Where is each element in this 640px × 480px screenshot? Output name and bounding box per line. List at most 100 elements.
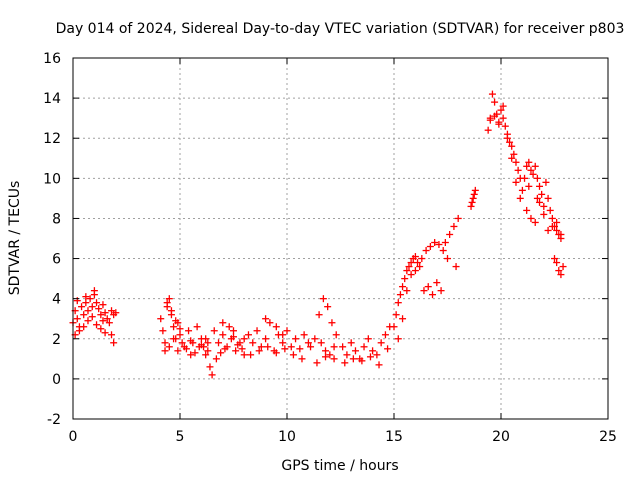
- data-point: [523, 206, 531, 214]
- data-point: [80, 323, 88, 331]
- data-point: [497, 106, 505, 114]
- data-point: [300, 331, 308, 339]
- data-point: [407, 271, 415, 279]
- data-point: [349, 355, 357, 363]
- data-point: [212, 355, 220, 363]
- data-point: [202, 351, 210, 359]
- data-point: [491, 112, 499, 120]
- data-point: [529, 170, 537, 178]
- data-point: [411, 253, 419, 261]
- data-point: [330, 343, 338, 351]
- data-point: [279, 339, 287, 347]
- data-point: [103, 315, 111, 323]
- data-point: [486, 116, 494, 124]
- data-point: [533, 194, 541, 202]
- data-point: [187, 337, 195, 345]
- data-point: [88, 313, 96, 321]
- data-point: [467, 202, 475, 210]
- data-point: [420, 287, 428, 295]
- data-point: [551, 255, 558, 263]
- data-point: [112, 309, 120, 317]
- data-point: [159, 327, 167, 335]
- y-tick-label: 16: [43, 51, 61, 67]
- data-point: [317, 339, 325, 347]
- data-point: [172, 317, 180, 325]
- data-point: [264, 343, 272, 351]
- data-point: [326, 351, 334, 359]
- data-point: [182, 345, 190, 353]
- data-point: [105, 319, 113, 327]
- data-point: [484, 126, 492, 134]
- data-point: [108, 307, 116, 315]
- data-point: [341, 359, 349, 367]
- data-point: [470, 190, 478, 198]
- data-point: [255, 347, 263, 355]
- data-point: [292, 335, 300, 343]
- data-point: [411, 267, 419, 275]
- data-point: [512, 158, 520, 166]
- data-point: [373, 351, 381, 359]
- data-point: [176, 331, 184, 339]
- x-tick-label: 15: [385, 429, 403, 445]
- data-point: [399, 283, 407, 291]
- data-point: [167, 307, 175, 315]
- data-point: [510, 150, 518, 158]
- data-point: [506, 138, 514, 146]
- data-point: [377, 339, 385, 347]
- data-point: [225, 323, 233, 331]
- data-point: [405, 263, 413, 271]
- data-point: [249, 339, 257, 347]
- data-point: [215, 339, 223, 347]
- data-point: [187, 351, 195, 359]
- y-tick-label: 14: [43, 91, 61, 107]
- data-point: [435, 241, 443, 249]
- data-point: [161, 347, 169, 355]
- data-point: [533, 174, 541, 182]
- data-point: [516, 194, 524, 202]
- data-point: [247, 351, 255, 359]
- data-point: [84, 307, 92, 315]
- data-point: [559, 263, 567, 271]
- data-point: [523, 162, 531, 170]
- data-point: [328, 319, 336, 327]
- data-point: [86, 295, 94, 303]
- data-point: [230, 333, 237, 341]
- y-axis-label: SDTVAR / TECUs: [7, 181, 23, 296]
- data-point: [296, 345, 304, 353]
- data-point: [503, 134, 511, 142]
- data-point: [555, 267, 563, 275]
- y-tick-label: 0: [52, 372, 61, 388]
- data-point: [82, 299, 90, 307]
- data-point: [257, 343, 265, 351]
- data-point: [531, 162, 539, 170]
- data-point: [200, 343, 208, 351]
- data-point: [99, 301, 107, 309]
- data-point: [403, 287, 411, 295]
- data-point: [401, 275, 409, 283]
- data-point: [73, 315, 81, 323]
- data-point: [95, 305, 103, 313]
- data-point: [204, 347, 212, 355]
- data-point: [272, 349, 280, 357]
- data-point: [394, 335, 402, 343]
- data-point: [544, 226, 552, 234]
- data-point: [369, 347, 377, 355]
- data-point: [176, 325, 184, 333]
- x-tick-labels: 0 5 10 15 20 25: [69, 429, 617, 445]
- data-point: [439, 247, 447, 255]
- data-point: [324, 303, 332, 311]
- data-point: [219, 331, 227, 339]
- data-point: [253, 327, 261, 335]
- data-point: [97, 311, 105, 319]
- data-point: [366, 353, 374, 361]
- data-point: [82, 293, 90, 301]
- data-point: [217, 349, 225, 357]
- data-point: [557, 271, 565, 279]
- y-tick-label: 10: [43, 171, 61, 187]
- data-point: [315, 311, 323, 319]
- data-point: [165, 295, 173, 303]
- y-tick-label: 4: [52, 292, 61, 308]
- data-point: [422, 247, 430, 255]
- data-point: [266, 319, 274, 327]
- data-point: [384, 345, 392, 353]
